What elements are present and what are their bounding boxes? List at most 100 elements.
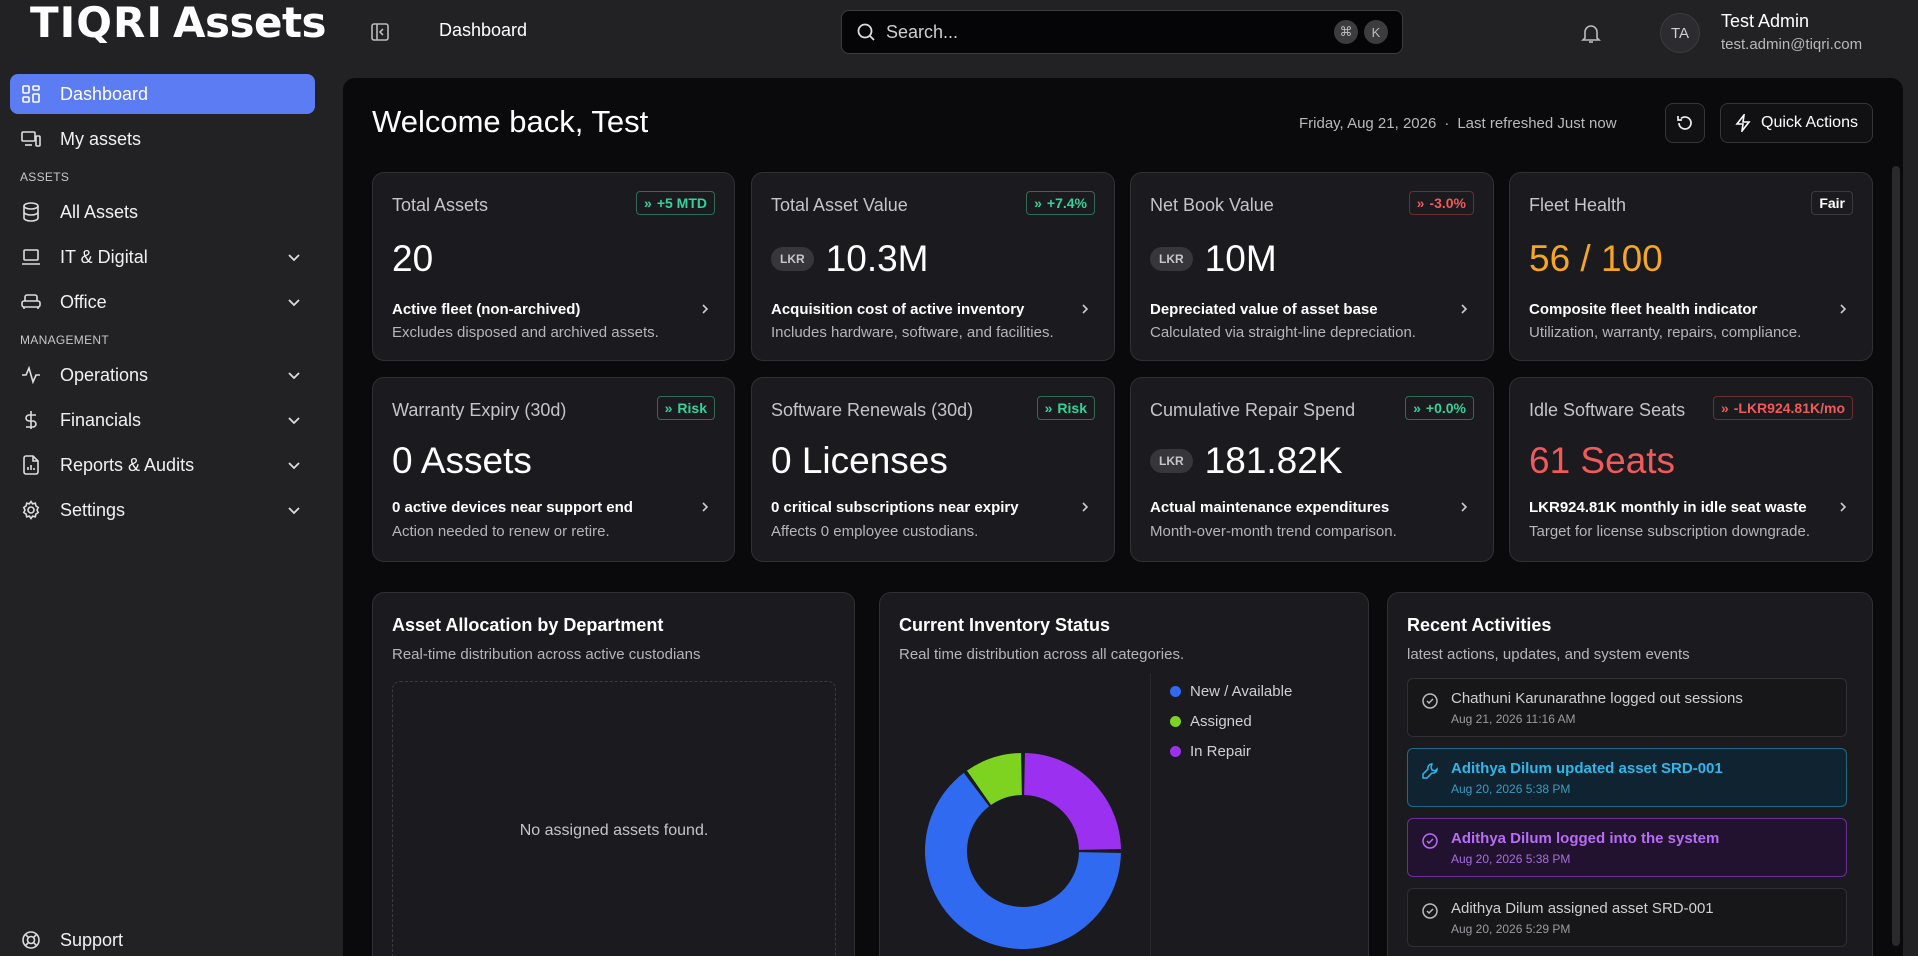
avatar[interactable]: TA [1660,13,1700,53]
current-date: Friday, Aug 21, 2026 [1299,115,1437,132]
sidebar-item-all-assets[interactable]: All Assets [10,192,315,232]
chevron-down-icon[interactable] [285,293,303,311]
activity-item[interactable]: Adithya Dilum updated asset SRD-001 Aug … [1407,748,1847,807]
risk-badge: » Risk [656,396,715,420]
sidebar-toggle-icon[interactable] [370,22,390,42]
kpi-card-software-renewals[interactable]: Software Renewals (30d) » Risk 0 Licenses… [751,377,1115,562]
sidebar-item-label: Dashboard [60,83,149,104]
quick-actions-button[interactable]: Quick Actions [1720,103,1873,143]
kpi-card-fleet-health[interactable]: Fleet Health Fair 56 / 100 Composite fle… [1509,172,1873,361]
trend-badge: » +0.0% [1405,396,1474,420]
currency-badge: LKR [771,247,814,271]
user-name[interactable]: Test Admin [1721,11,1810,31]
support-section: Support [10,920,315,956]
donut-slice-in-repair[interactable] [1024,753,1121,850]
sidebar-item-reports-audits[interactable]: Reports & Audits [10,445,315,485]
kpi-title: Idle Software Seats [1529,400,1686,420]
sidebar-item-label: Reports & Audits [60,454,195,475]
search-icon [857,23,875,41]
bell-icon[interactable] [1580,22,1602,44]
activity-text: Adithya Dilum logged into the system [1451,830,1720,847]
gear-icon [20,499,42,521]
legend-item[interactable]: In Repair [1170,739,1292,763]
empty-state-text: No assigned assets found. [519,822,709,839]
dollar-icon [20,409,42,431]
sidebar-item-operations[interactable]: Operations [10,355,315,395]
status-badge: Fair [1811,191,1853,215]
chevron-right-icon [702,502,709,512]
activity-item[interactable]: Adithya Dilum logged into the system Aug… [1407,818,1847,877]
main-content: Welcome back, Test Friday, Aug 21, 2026 ·… [343,78,1903,956]
legend-item[interactable]: New / Available [1170,679,1292,703]
sidebar-item-office[interactable]: Office [10,282,315,322]
chevron-down-icon[interactable] [285,248,303,266]
chevron-down-icon[interactable] [285,456,303,474]
inventory-status-card: Current Inventory Status Real time distr… [879,592,1369,956]
kpi-value: 0 Licenses [771,440,948,481]
lifebuoy-icon [20,929,42,951]
scrollbar[interactable] [1892,166,1900,946]
activity-icon [20,364,42,386]
donut-slice-assigned[interactable] [966,753,1022,806]
trend-badge: » +5 MTD [636,191,715,215]
kpi-subtitle: Acquisition cost of active inventory [771,301,1025,318]
trend-badge: » -LKR924.81K/mo [1712,396,1853,420]
kpi-card-total-assets[interactable]: Total Assets » +5 MTD 20 Active fleet (no… [372,172,735,361]
kpi-card-total-asset-value[interactable]: Total Asset Value » +7.4% LKR 10.3M Acquis… [751,172,1115,361]
app-logo[interactable]: TIQRI Assets [30,0,327,47]
kpi-subtitle: LKR924.81K monthly in idle seat waste [1529,499,1807,516]
search-bar[interactable]: ⌘ K [841,10,1403,54]
sidebar-item-it-digital[interactable]: IT & Digital [10,237,315,277]
chevron-down-icon[interactable] [285,501,303,519]
kpi-card-warranty-expiry[interactable]: Warranty Expiry (30d) » Risk 0 Assets 0 a… [372,377,735,562]
sidebar-item-label: Settings [60,499,126,520]
logo-brand: TIQRI [30,0,163,47]
activity-time: Aug 21, 2026 11:16 AM [1451,712,1576,726]
shortcut-key-cmd: ⌘ [1334,20,1358,44]
kpi-description: Includes hardware, software, and facilit… [771,324,1054,341]
sidebar: TIQRI Assets Dashboard My assets ASSETS … [0,0,330,956]
chevron-right-icon [1461,304,1468,314]
trend-up-icon: » [1413,400,1421,416]
legend-item[interactable]: Assigned [1170,709,1292,733]
kpi-description: Target for license subscription downgrad… [1529,523,1810,540]
report-icon [20,454,42,476]
activity-item[interactable]: Adithya Dilum assigned asset SRD-001 Aug… [1407,888,1847,947]
section-description: Real time distribution across all catego… [899,646,1185,663]
sidebar-item-settings[interactable]: Settings [10,490,315,530]
trend-down-icon: » [1416,195,1425,211]
kpi-card-repair-spend[interactable]: Cumulative Repair Spend » +0.0% LKR 181.82… [1130,377,1494,562]
chevron-right-icon [702,304,709,314]
sidebar-item-my-assets[interactable]: My assets [10,119,315,159]
shortcut-key-k: K [1364,20,1388,44]
refresh-button[interactable] [1665,103,1705,143]
last-refreshed: Last refreshed Just now [1457,115,1617,132]
chart-legend: New / Available Assigned In Repair [1170,679,1292,769]
search-input[interactable] [886,21,1328,43]
kpi-title: Software Renewals (30d) [771,400,974,420]
quick-actions-label: Quick Actions [1761,114,1858,131]
sidebar-item-dashboard[interactable]: Dashboard [10,74,315,114]
chevron-down-icon[interactable] [285,366,303,384]
sidebar-item-support[interactable]: Support [10,920,315,956]
sidebar-item-label: IT & Digital [60,246,148,267]
kpi-value: 56 / 100 [1529,238,1663,279]
chevron-right-icon [1082,304,1089,314]
sidebar-item-financials[interactable]: Financials [10,400,315,440]
activity-item[interactable]: Chathuni Karunarathne logged out session… [1407,678,1847,737]
section-title: Current Inventory Status [899,615,1111,635]
activity-text: Adithya Dilum updated asset SRD-001 [1451,760,1723,777]
activity-time: Aug 20, 2026 5:29 PM [1451,922,1571,936]
trend-up-icon: » [664,400,673,416]
kpi-card-net-book-value[interactable]: Net Book Value » -3.0% LKR 10M Depreciated… [1130,172,1494,361]
sidebar-item-label: Financials [60,409,142,430]
chevron-down-icon[interactable] [285,411,303,429]
kpi-title: Total Assets [392,195,489,215]
sidebar-item-label: All Assets [60,201,139,222]
kpi-description: Utilization, warranty, repairs, complian… [1529,324,1802,341]
lightning-icon [1735,114,1751,132]
kpi-card-idle-software-seats[interactable]: Idle Software Seats » -LKR924.81K/mo 61 S… [1509,377,1873,562]
kpi-subtitle: Actual maintenance expenditures [1150,499,1390,516]
risk-badge: » Risk [1036,396,1095,420]
donut-slice-new-available[interactable] [925,772,1121,949]
